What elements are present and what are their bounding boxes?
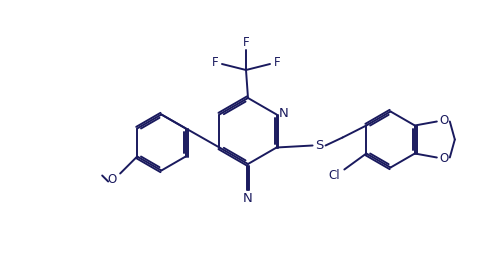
Text: N: N bbox=[279, 107, 288, 120]
Text: O: O bbox=[107, 173, 117, 186]
Text: O: O bbox=[439, 114, 449, 127]
Text: F: F bbox=[242, 37, 249, 49]
Text: Cl: Cl bbox=[329, 169, 340, 182]
Text: F: F bbox=[273, 57, 280, 69]
Text: S: S bbox=[316, 139, 324, 152]
Text: N: N bbox=[243, 191, 253, 205]
Text: F: F bbox=[212, 57, 218, 69]
Text: O: O bbox=[439, 152, 449, 165]
